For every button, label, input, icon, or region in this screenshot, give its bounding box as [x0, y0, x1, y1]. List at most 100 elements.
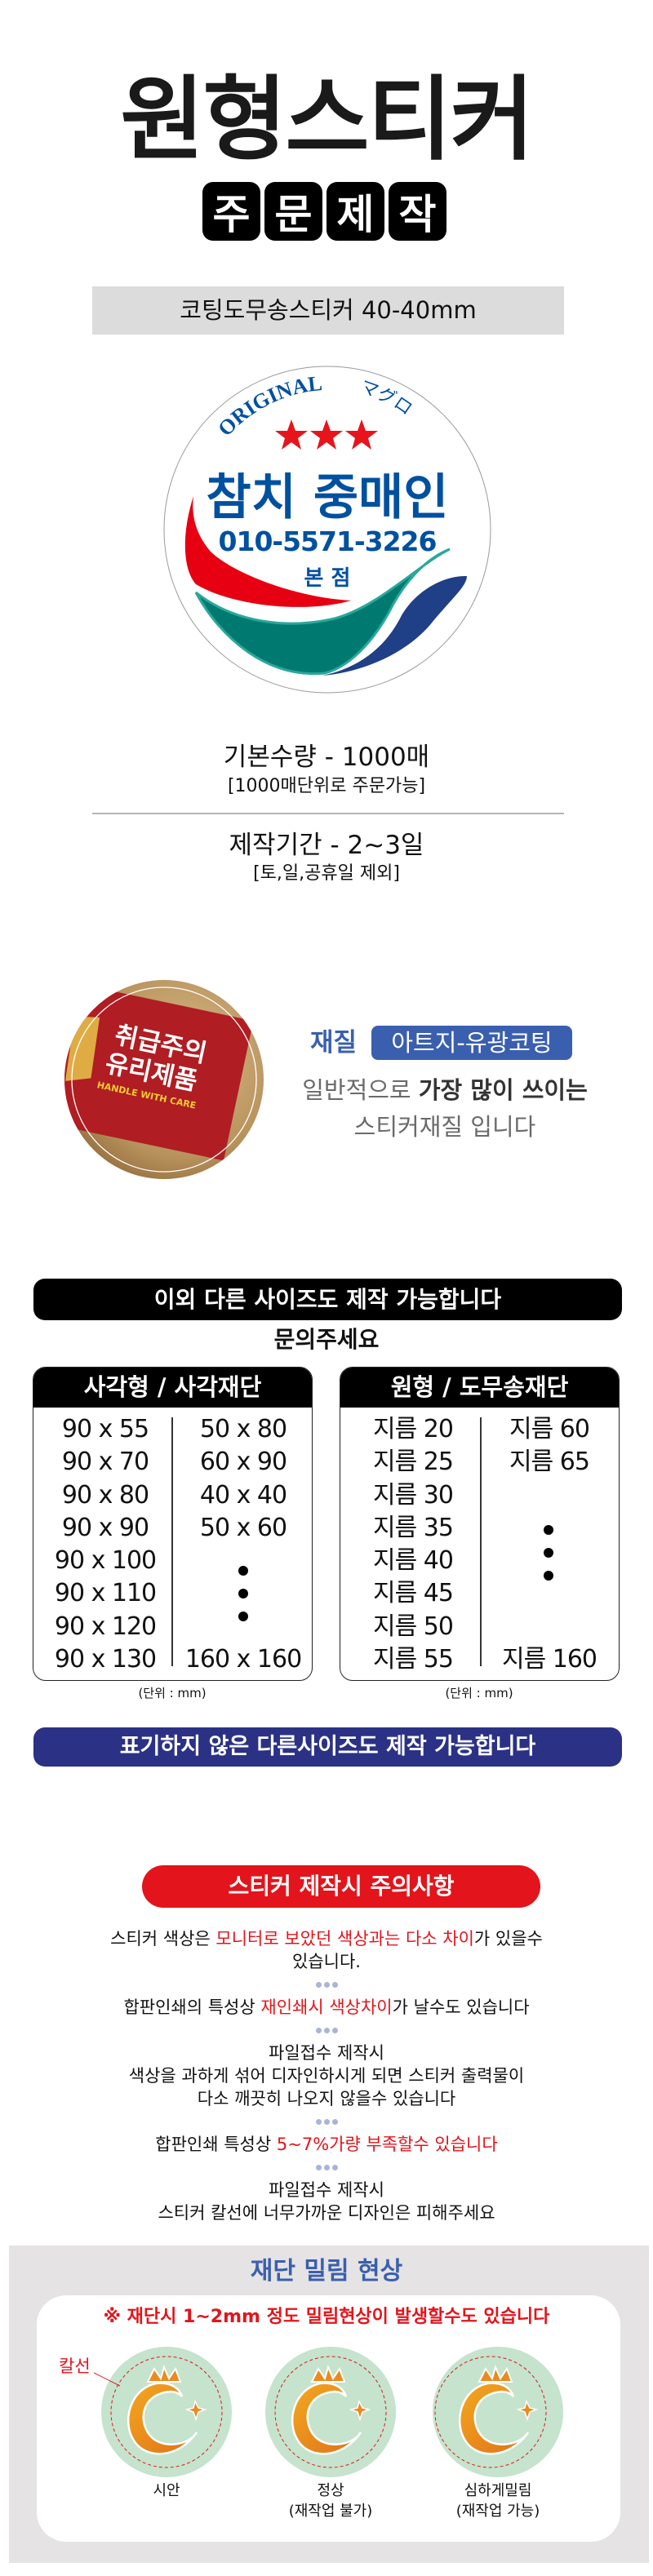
material-desc-normal: 일반적으로 [302, 1076, 419, 1104]
dots-separator [0, 1973, 653, 1996]
subtitle-char: 문 [264, 182, 322, 241]
caution-item-1: 스티커 색상은 모니터로 보았던 색상과는 다소 차이가 있을수 [110, 1929, 543, 1949]
caution-highlight: 모니터로 보았던 색상과는 다소 차이 [215, 1929, 474, 1949]
sample-severe-shift [433, 2347, 563, 2477]
red-swoosh [184, 496, 351, 607]
caution-highlight: 재인쇄시 색상차이 [260, 1997, 393, 2017]
material-photo: 취급주의 유리제품 HANDLE WITH CARE [64, 980, 264, 1179]
cut-line [274, 2356, 387, 2468]
subtitle-char: 제 [326, 182, 384, 241]
square-table-header: 사각형 / 사각재단 [33, 1368, 312, 1408]
dots-separator [0, 2110, 653, 2133]
size-cell: 50 x 80 [199, 1415, 287, 1443]
unit-label: (단위 : mm) [445, 1686, 513, 1700]
cut-line-pointer [94, 2372, 121, 2387]
sample-sublabel: (재작업 불가) [288, 2503, 373, 2520]
size-cell: 160 x 160 [184, 1645, 302, 1674]
caution-item-1-line2: 있습니다. [292, 1952, 361, 1971]
dots-separator [0, 2156, 653, 2179]
sample-label: 시안 [153, 2482, 180, 2499]
column-divider [480, 1417, 482, 1666]
dots-separator [0, 2019, 653, 2042]
size-cell: 90 x 90 [61, 1513, 149, 1542]
size-cell: 90 x 110 [54, 1579, 157, 1608]
size-cell: 지름 45 [373, 1579, 454, 1608]
star-icon [310, 419, 343, 450]
quantity-note: [1000매단위로 주문가능] [227, 776, 426, 796]
caution-title: 스티커 제작시 주의사항 [142, 1865, 540, 1908]
round-col2: 지름 60 지름 65 지름 160 [481, 1413, 618, 1676]
spec-divider [92, 813, 564, 814]
more-sizes-ellipsis [544, 1525, 553, 1581]
caution-list: 스티커 색상은 모니터로 보았던 색상과는 다소 차이가 있을수 있습니다. 합… [0, 1927, 653, 2224]
size-cell: 지름 25 [373, 1448, 454, 1477]
sticker-phone: 010-5571-3226 [219, 525, 437, 557]
star-icon [345, 419, 378, 450]
size-cell: 90 x 55 [61, 1415, 149, 1443]
size-cell: 지름 60 [509, 1415, 590, 1443]
size-cell: 90 x 120 [54, 1612, 157, 1641]
teal-swoosh [194, 548, 451, 676]
material-desc-line1: 일반적으로 가장 많이 쓰이는 [278, 1076, 612, 1104]
size-cell: 지름 50 [373, 1612, 454, 1641]
square-col2: 50 x 80 60 x 90 40 x 40 50 x 60 160 x 16… [174, 1413, 312, 1676]
sample-design [101, 2347, 232, 2477]
navy-swoosh [322, 575, 467, 676]
size-cell: 90 x 100 [54, 1546, 157, 1576]
sticker-branch: 본 점 [304, 566, 351, 591]
more-sizes-ellipsis [238, 1566, 248, 1621]
caution-item-4: 합판인쇄 특성상 5~7%가량 부족할수 있습니다 [155, 2135, 498, 2154]
inquiry-text: 문의주세요 [273, 1326, 380, 1353]
sample-label: 정상 [317, 2482, 344, 2499]
caution-highlight: 5~7%가량 부족할수 있습니다 [276, 2135, 498, 2154]
size-cell: 지름 65 [509, 1448, 590, 1477]
sample-normal [265, 2347, 396, 2477]
product-name-bar: 코팅도무송스티커 40-40mm [92, 286, 564, 335]
size-cell: 지름 55 [373, 1645, 454, 1674]
unlisted-sizes-banner: 표기하지 않은 다른사이즈도 제작 가능합니다 [33, 1727, 622, 1767]
unit-label: (단위 : mm) [138, 1686, 207, 1700]
caution-item-5-line1: 파일접수 제작시 [269, 2180, 384, 2200]
caution-item-3-line2: 색상을 과하게 섞어 디자인하시게 되면 스티커 출력물이 [128, 2066, 525, 2086]
cut-line-label: 칼선 [59, 2357, 91, 2376]
size-cell: 지름 30 [373, 1480, 454, 1510]
star-icons [275, 419, 378, 450]
size-cell: 60 x 90 [199, 1448, 287, 1477]
star-icon [275, 419, 308, 450]
sticker-shop-name: 참치 중매인 [207, 469, 449, 526]
caution-item-3-line1: 파일접수 제작시 [269, 2043, 384, 2063]
quantity-spec: 기본수량 - 1000매 [223, 743, 430, 772]
material-desc-line2: 스티커재질 입니다 [353, 1113, 536, 1141]
size-cell: 90 x 130 [54, 1645, 157, 1674]
subtitle-boxes: 주 문 제 작 [202, 182, 446, 241]
subtitle-char: 작 [389, 182, 446, 241]
material-desc-bold: 가장 많이 쓰이는 [418, 1076, 588, 1104]
size-cell: 90 x 80 [61, 1480, 149, 1510]
round-table-header: 원형 / 도무송재단 [340, 1368, 619, 1408]
cut-shift-note: ※ 재단시 1~2mm 정도 밀림현상이 발생할수도 있습니다 [103, 2307, 550, 2327]
round-col1: 지름 20 지름 25 지름 30 지름 35 지름 40 지름 45 지름 5… [340, 1413, 486, 1676]
material-value-badge: 아트지-유광코팅 [371, 1026, 572, 1060]
size-cell: 40 x 40 [199, 1480, 287, 1510]
cut-line [110, 2356, 223, 2468]
other-sizes-banner: 이외 다른 사이즈도 제작 가능합니다 [33, 1279, 622, 1320]
square-col1: 90 x 55 90 x 70 90 x 80 90 x 90 90 x 100… [33, 1413, 177, 1676]
material-label: 재질 [310, 1028, 358, 1057]
subtitle-char: 주 [202, 182, 260, 241]
size-cell: 지름 35 [373, 1513, 454, 1542]
sample-sticker-image: ORIGINAL マグロ 참치 중매인 010-5571-3226 본 점 [163, 366, 491, 694]
size-cell: 지름 20 [373, 1415, 454, 1443]
caution-item-2: 합판인쇄의 특성상 재인쇄시 색상차이가 날수도 있습니다 [123, 1997, 530, 2017]
cut-shift-title: 재단 밀림 현상 [250, 2257, 403, 2286]
production-period-spec: 제작기간 - 2~3일 [229, 831, 424, 860]
sample-sublabel: (재작업 가능) [455, 2503, 540, 2520]
size-cell: 90 x 70 [61, 1448, 149, 1477]
size-cell: 지름 160 [502, 1645, 597, 1674]
size-cell: 50 x 60 [199, 1513, 287, 1542]
sample-label: 심하게밀림 [464, 2482, 532, 2499]
page-title: 원형스티커 [120, 67, 534, 173]
cut-line [434, 2356, 547, 2468]
round-size-table: 원형 / 도무송재단 지름 20 지름 25 지름 30 지름 35 지름 40… [340, 1367, 620, 1681]
square-size-table: 사각형 / 사각재단 90 x 55 90 x 70 90 x 80 90 x … [33, 1367, 313, 1681]
size-cell: 지름 40 [373, 1546, 454, 1576]
